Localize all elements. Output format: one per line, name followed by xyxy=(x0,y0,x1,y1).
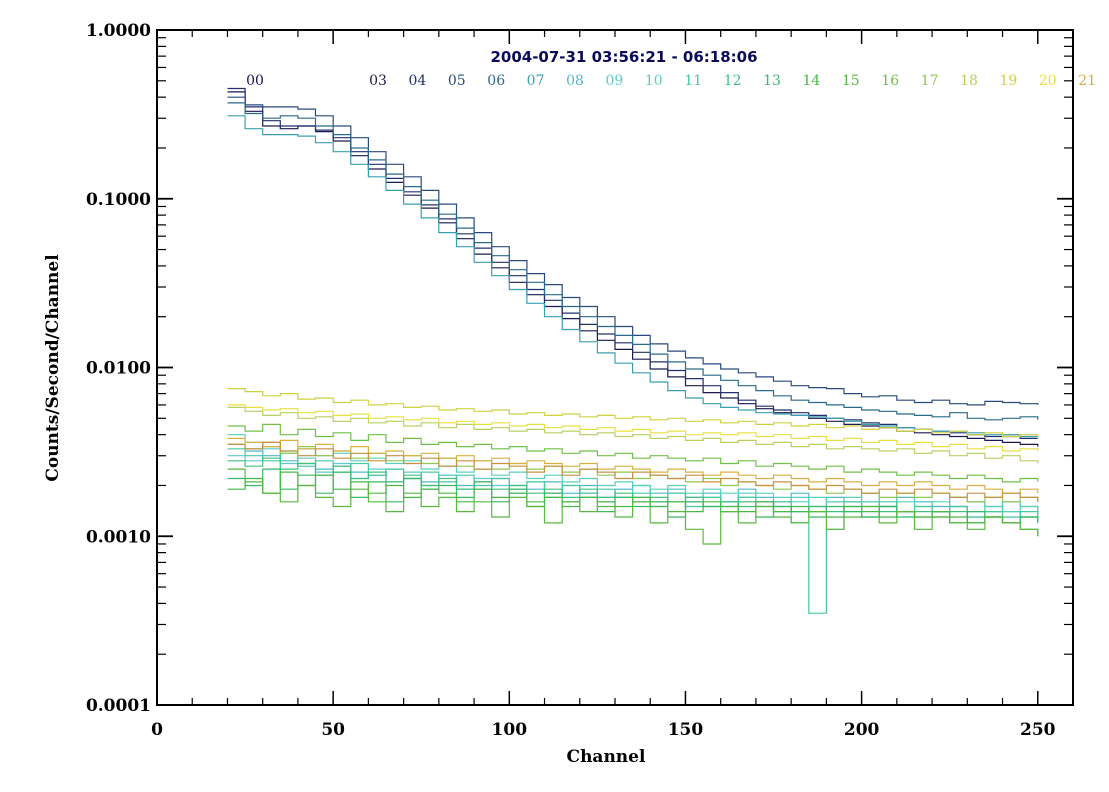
legend-label-12: 12 xyxy=(724,73,742,89)
legend-label-05: 05 xyxy=(448,73,466,89)
x-tick-label: 0 xyxy=(151,720,163,740)
legend-label-04: 04 xyxy=(408,73,426,89)
x-tick-label: 50 xyxy=(321,720,345,740)
x-tick-label: 200 xyxy=(844,720,880,740)
legend-label-18: 18 xyxy=(960,73,978,89)
series-line-19 xyxy=(227,388,1039,439)
series-line-03 xyxy=(227,91,1039,447)
series-line-04 xyxy=(227,87,1038,439)
y-tick-label: 0.0001 xyxy=(86,696,151,716)
legend-label-15: 15 xyxy=(842,73,860,89)
series-line-21 xyxy=(227,437,1039,494)
legend-label-20: 20 xyxy=(1039,73,1057,89)
legend-label-07: 07 xyxy=(527,73,545,89)
series-line-20 xyxy=(227,404,1039,452)
legend-label-17: 17 xyxy=(921,73,939,89)
x-axis-title: Channel xyxy=(567,747,646,767)
legend-label-14: 14 xyxy=(802,73,820,89)
legend-label-11: 11 xyxy=(684,73,702,89)
legend-label-16: 16 xyxy=(881,73,899,89)
series-line-22 xyxy=(227,441,1039,502)
y-tick-label: 0.0010 xyxy=(86,527,151,547)
legend-label-08: 08 xyxy=(566,73,584,89)
ticks-layer: 0 50 100 150 200 2500.00010.00100.01000.10001… xyxy=(86,21,1073,740)
x-tick-label: 250 xyxy=(1020,720,1056,740)
y-tick-label: 0.0100 xyxy=(86,359,151,379)
chart-title: 2004-07-31 03:56:21 - 06:18:06 xyxy=(490,48,757,66)
legend-label-10: 10 xyxy=(645,73,663,89)
series-layer xyxy=(227,87,1039,614)
series-line-06 xyxy=(227,102,1039,421)
x-tick-label: 100 xyxy=(492,720,528,740)
series-line-05 xyxy=(227,96,1039,406)
legend-label-21: 21 xyxy=(1078,73,1096,89)
series-line-16 xyxy=(227,423,1039,483)
plot-frame xyxy=(156,29,1074,706)
y-tick-label: 0.1000 xyxy=(86,190,151,210)
legend-label-06: 06 xyxy=(487,73,505,89)
x-tick-label: 150 xyxy=(668,720,704,740)
legend-label-00: 00 xyxy=(246,73,264,89)
legend-label-13: 13 xyxy=(763,73,781,89)
legend: 00 03 04 05 06 07 08 09 10 11 12 13 14 15 16 17 18 19 20 21… xyxy=(246,73,1096,89)
y-tick-label: 1.0000 xyxy=(86,21,151,41)
series-line-07 xyxy=(227,115,1039,439)
y-axis-title: Counts/Second/Channel xyxy=(43,254,63,482)
series-line-18 xyxy=(227,406,1039,464)
legend-label-09: 09 xyxy=(605,73,623,89)
series-line-15 xyxy=(227,468,1039,545)
legend-label-19: 19 xyxy=(999,73,1017,89)
legend-label-03: 03 xyxy=(369,73,387,89)
